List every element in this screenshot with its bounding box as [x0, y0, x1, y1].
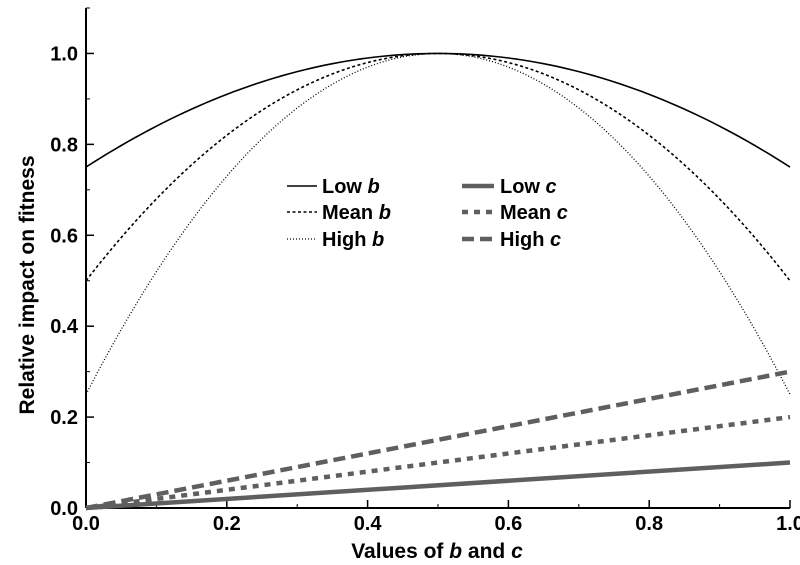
- series-line-high-b: [85, 52, 791, 395]
- x-tick-label: 0.6: [494, 513, 522, 535]
- y-tick-label: 0.0: [50, 498, 78, 520]
- x-tick-label: 0.8: [635, 513, 663, 535]
- plot-area: [85, 8, 790, 509]
- y-axis-ticks: 0.0 0.2 0.4 0.6 0.8 1.0: [50, 7, 94, 520]
- y-tick-label: 1.0: [50, 43, 78, 65]
- y-tick-label: 0.2: [50, 407, 78, 429]
- y-tick-label: 0.6: [50, 225, 78, 247]
- y-tick-label: 0.4: [50, 316, 79, 338]
- series-line-high-c: [85, 369, 791, 511]
- x-tick-label: 0.4: [354, 513, 383, 535]
- series-line-low-c: [85, 460, 791, 511]
- legend-label-mean-c: Mean c: [500, 202, 568, 224]
- legend-label-high-c: High c: [500, 229, 561, 251]
- legend: Low b Mean b High b Low c Mean c High c: [287, 176, 568, 251]
- series-line-low-b: [85, 52, 791, 168]
- y-tick-label: 0.8: [50, 134, 78, 156]
- y-axis-label: Relative impact on fitness: [16, 155, 39, 414]
- legend-label-low-c: Low c: [500, 176, 557, 198]
- x-axis-label: Values of b and c: [351, 540, 523, 563]
- legend-label-low-b: Low b: [322, 176, 380, 198]
- series-line-mean-c: [85, 414, 791, 511]
- series-layer: [85, 52, 791, 511]
- x-tick-label: 0.2: [213, 513, 241, 535]
- legend-label-high-b: High b: [322, 229, 384, 251]
- x-tick-label: 1.0: [776, 513, 800, 535]
- series-line-mean-b: [85, 52, 791, 282]
- x-tick-label: 0.0: [72, 513, 100, 535]
- x-axis-ticks: 0.0 0.2 0.4 0.6 0.8 1.0: [72, 500, 800, 535]
- legend-label-mean-b: Mean b: [322, 202, 391, 224]
